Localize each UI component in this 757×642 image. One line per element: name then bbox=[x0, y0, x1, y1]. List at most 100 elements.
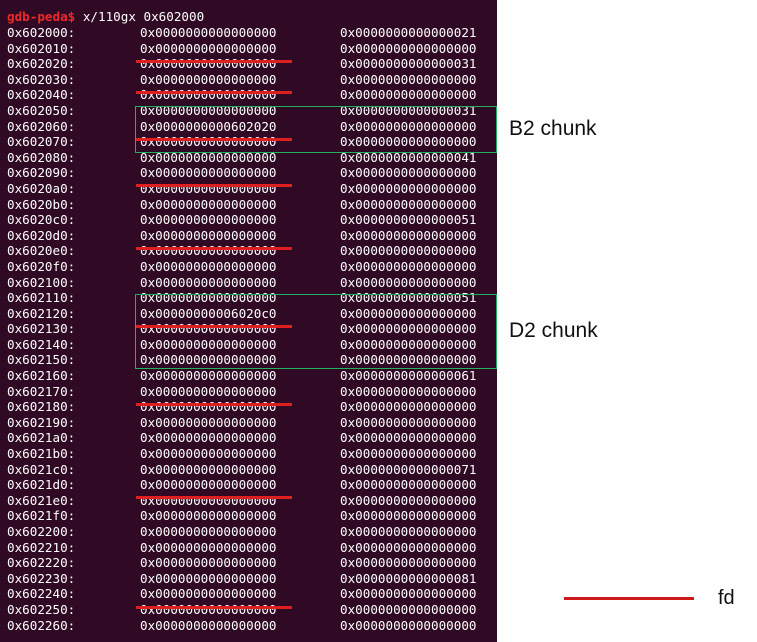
memory-value-2: 0x0000000000000000 bbox=[340, 414, 477, 430]
memory-value-2: 0x0000000000000000 bbox=[340, 274, 477, 290]
memory-row: 0x602200: 0x0000000000000000 0x00000000000… bbox=[7, 524, 497, 540]
memory-row: 0x602100: 0x0000000000000000 0x00000000000… bbox=[7, 275, 497, 291]
memory-value-2: 0x0000000000000000 bbox=[340, 71, 477, 87]
memory-value-1: 0x00000000006020c0 bbox=[140, 305, 277, 321]
memory-address: 0x602140: bbox=[7, 336, 76, 352]
memory-row: 0x602170: 0x0000000000000000 0x00000000000… bbox=[7, 384, 497, 400]
memory-row: 0x6021c0: 0x0000000000000000 0x00000000000… bbox=[7, 462, 497, 478]
memory-value-1: 0x0000000000000000 bbox=[140, 25, 277, 40]
memory-value-2: 0x0000000000000000 bbox=[340, 446, 477, 462]
memory-row: 0x602090: 0x0000000000000000 0x00000000000… bbox=[7, 165, 497, 181]
memory-value-2: 0x0000000000000041 bbox=[340, 149, 477, 165]
memory-address: 0x602160: bbox=[7, 368, 76, 384]
memory-value-2: 0x0000000000000071 bbox=[340, 461, 477, 477]
memory-value-2: 0x0000000000000000 bbox=[340, 336, 477, 352]
fd-underline bbox=[136, 90, 292, 94]
memory-value-1: 0x0000000000000000 bbox=[140, 539, 277, 555]
memory-value-1: 0x0000000000000000 bbox=[140, 461, 277, 477]
memory-value-1: 0x0000000000000000 bbox=[140, 601, 277, 617]
memory-address: 0x602020: bbox=[7, 56, 76, 72]
fd-legend-line bbox=[564, 597, 694, 600]
memory-row: 0x602020: 0x0000000000000000 0x00000000000… bbox=[7, 56, 497, 72]
memory-value-2: 0x0000000000000000 bbox=[340, 352, 477, 368]
memory-row: 0x602010: 0x0000000000000000 0x00000000000… bbox=[7, 41, 497, 57]
memory-value-1: 0x0000000000000000 bbox=[140, 336, 277, 352]
memory-value-2: 0x0000000000000000 bbox=[340, 430, 477, 446]
memory-value-1: 0x0000000000000000 bbox=[140, 56, 277, 72]
memory-row: 0x6021b0: 0x0000000000000000 0x00000000000… bbox=[7, 446, 497, 462]
memory-value-2: 0x0000000000000000 bbox=[340, 243, 477, 259]
gdb-prompt: gdb-peda$ bbox=[7, 9, 76, 24]
memory-value-1: 0x0000000000000000 bbox=[140, 165, 277, 181]
memory-value-2: 0x0000000000000000 bbox=[340, 555, 477, 571]
memory-value-2: 0x0000000000000000 bbox=[340, 492, 477, 508]
memory-address: 0x6021f0: bbox=[7, 508, 76, 524]
memory-row: 0x602240: 0x0000000000000000 0x00000000000… bbox=[7, 586, 497, 602]
memory-value-1: 0x0000000000000000 bbox=[140, 196, 277, 212]
memory-address: 0x602150: bbox=[7, 352, 76, 368]
memory-value-1: 0x0000000000000000 bbox=[140, 586, 277, 602]
memory-address: 0x602010: bbox=[7, 40, 76, 56]
d2-chunk-box bbox=[135, 294, 497, 369]
memory-value-2: 0x0000000000000000 bbox=[340, 399, 477, 415]
memory-row: 0x602000: 0x0000000000000000 0x00000000000… bbox=[7, 25, 497, 41]
memory-value-2: 0x0000000000000000 bbox=[340, 258, 477, 274]
memory-value-1: 0x0000000000000000 bbox=[140, 243, 277, 259]
memory-value-2: 0x0000000000000081 bbox=[340, 570, 477, 586]
memory-value-1: 0x0000000000000000 bbox=[140, 71, 277, 87]
memory-row: 0x602210: 0x0000000000000000 0x00000000000… bbox=[7, 540, 497, 556]
memory-value-1: 0x0000000000000000 bbox=[140, 477, 277, 493]
memory-address: 0x602090: bbox=[7, 165, 76, 181]
memory-value-2: 0x0000000000000000 bbox=[340, 180, 477, 196]
b2-chunk-label: B2 chunk bbox=[509, 117, 597, 140]
memory-value-2: 0x0000000000000000 bbox=[340, 601, 477, 617]
memory-value-1: 0x0000000000000000 bbox=[140, 446, 277, 462]
memory-value-1: 0x0000000000000000 bbox=[140, 212, 277, 228]
memory-value-1: 0x0000000000000000 bbox=[140, 87, 277, 103]
memory-value-1: 0x0000000000000000 bbox=[140, 430, 277, 446]
memory-address: 0x6021e0: bbox=[7, 492, 76, 508]
memory-value-2: 0x0000000000000051 bbox=[340, 290, 477, 306]
memory-value-1: 0x0000000000000000 bbox=[140, 414, 277, 430]
memory-value-2: 0x0000000000000000 bbox=[340, 383, 477, 399]
memory-address: 0x602070: bbox=[7, 134, 76, 150]
memory-row: 0x6020f0: 0x0000000000000000 0x00000000000… bbox=[7, 259, 497, 275]
memory-address: 0x6021b0: bbox=[7, 446, 76, 462]
memory-row: 0x602250: 0x0000000000000000 0x00000000000… bbox=[7, 602, 497, 618]
memory-value-2: 0x0000000000000000 bbox=[340, 165, 477, 181]
memory-value-1: 0x0000000000000000 bbox=[140, 555, 277, 571]
gdb-terminal[interactable]: gdb-peda$ x/110gx 0x602000 0x602000: 0x00… bbox=[0, 0, 497, 642]
memory-row: 0x6021e0: 0x0000000000000000 0x00000000000… bbox=[7, 493, 497, 509]
memory-value-1: 0x0000000000000000 bbox=[140, 258, 277, 274]
memory-value-1: 0x0000000000000000 bbox=[140, 227, 277, 243]
memory-address: 0x602000: bbox=[7, 25, 76, 40]
memory-address: 0x6020f0: bbox=[7, 258, 76, 274]
memory-value-2: 0x0000000000000000 bbox=[340, 196, 477, 212]
memory-address: 0x6021d0: bbox=[7, 477, 76, 493]
memory-value-1: 0x0000000000000000 bbox=[140, 368, 277, 384]
fd-legend-label: fd bbox=[718, 587, 735, 609]
memory-address: 0x602080: bbox=[7, 149, 76, 165]
memory-address: 0x602180: bbox=[7, 399, 76, 415]
memory-value-2: 0x0000000000000000 bbox=[340, 586, 477, 602]
memory-address: 0x602110: bbox=[7, 290, 76, 306]
memory-row: 0x602120: 0x00000000006020c0 0x00000000000… bbox=[7, 306, 497, 322]
memory-value-2: 0x0000000000000000 bbox=[340, 321, 477, 337]
memory-value-2: 0x0000000000000051 bbox=[340, 212, 477, 228]
memory-row: 0x602030: 0x0000000000000000 0x00000000000… bbox=[7, 72, 497, 88]
memory-value-1: 0x0000000000000000 bbox=[140, 508, 277, 524]
memory-value-1: 0x0000000000602020 bbox=[140, 118, 277, 134]
fd-underline bbox=[136, 496, 292, 500]
memory-dump: 0x602000: 0x0000000000000000 0x00000000000… bbox=[7, 25, 497, 633]
d2-chunk-label: D2 chunk bbox=[509, 319, 598, 342]
fd-underline bbox=[136, 402, 292, 406]
memory-value-1: 0x0000000000000000 bbox=[140, 617, 277, 633]
memory-row: 0x6020d0: 0x0000000000000000 0x00000000000… bbox=[7, 228, 497, 244]
memory-value-2: 0x0000000000000000 bbox=[340, 134, 477, 150]
memory-address: 0x602050: bbox=[7, 102, 76, 118]
memory-row: 0x602040: 0x0000000000000000 0x00000000000… bbox=[7, 87, 497, 103]
fd-underline bbox=[136, 59, 292, 63]
memory-row: 0x602180: 0x0000000000000000 0x00000000000… bbox=[7, 399, 497, 415]
gdb-command: x/110gx 0x602000 bbox=[82, 9, 205, 24]
memory-value-1: 0x0000000000000000 bbox=[140, 40, 277, 56]
